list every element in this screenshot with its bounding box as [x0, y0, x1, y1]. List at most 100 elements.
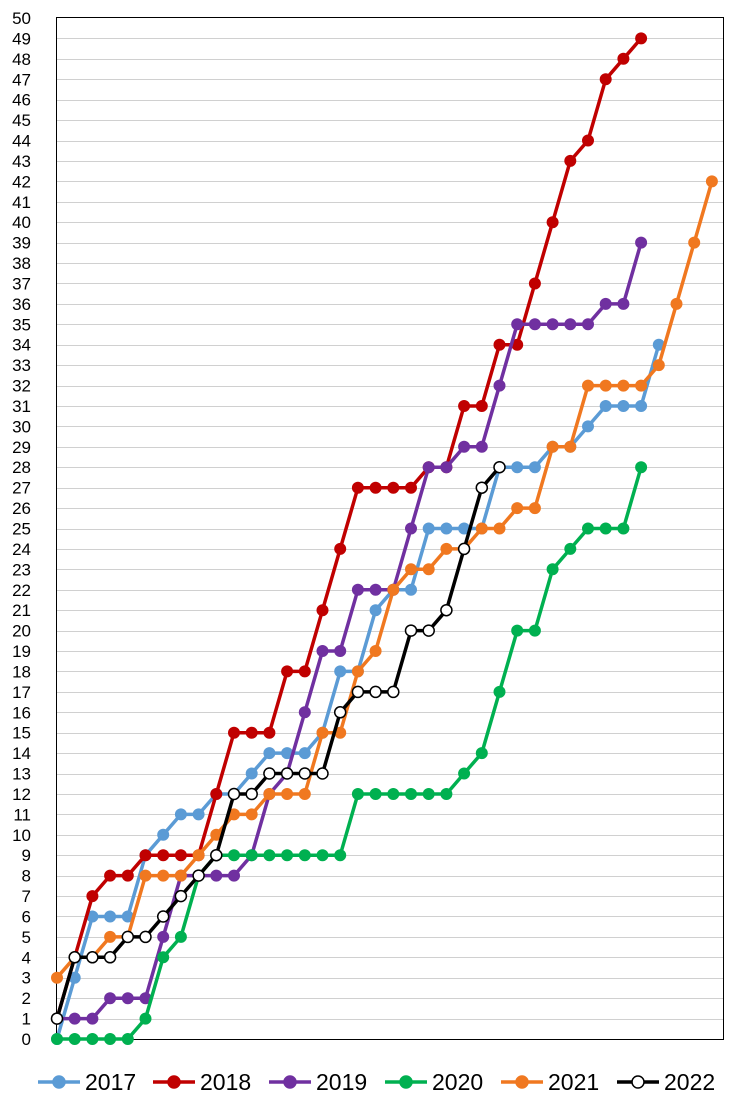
data-point — [351, 665, 364, 678]
data-point — [263, 726, 276, 739]
legend-item-2021: 2021 — [501, 1069, 599, 1095]
y-tick-label: 7 — [22, 887, 31, 906]
y-tick-label: 31 — [12, 397, 31, 416]
data-point — [316, 726, 329, 739]
data-point — [546, 216, 559, 229]
series-line-2018 — [55, 37, 643, 1020]
data-point — [104, 869, 117, 882]
legend-swatch-marker — [283, 1075, 297, 1089]
data-point — [104, 1033, 117, 1045]
legend-swatch-marker — [515, 1075, 529, 1089]
series-line-2019 — [57, 242, 643, 1021]
data-point — [280, 767, 294, 780]
data-point — [369, 645, 382, 657]
y-tick-label: 13 — [12, 765, 31, 784]
legend-item-2022: 2022 — [617, 1069, 715, 1095]
y-tick-label: 9 — [22, 846, 31, 865]
series-lines — [50, 32, 718, 1045]
data-point — [564, 542, 577, 555]
data-point — [139, 849, 152, 862]
data-point — [599, 400, 612, 412]
y-tick-label: 28 — [12, 458, 31, 477]
y-tick-label: 29 — [12, 438, 31, 457]
legend-label: 2017 — [85, 1069, 136, 1095]
data-point — [245, 849, 258, 862]
data-point — [157, 951, 170, 964]
legend-label: 2018 — [200, 1069, 251, 1095]
data-point — [86, 1012, 99, 1025]
y-tick-label: 49 — [12, 29, 31, 48]
data-point — [475, 440, 488, 453]
y-tick-label: 15 — [12, 724, 31, 743]
y-tick-label: 37 — [12, 274, 31, 293]
data-point — [121, 1033, 134, 1045]
data-point — [281, 788, 294, 800]
data-point — [334, 849, 347, 862]
data-point — [599, 522, 612, 535]
data-point — [104, 910, 117, 923]
data-point — [316, 645, 329, 657]
y-tick-label: 47 — [12, 70, 31, 89]
series-line-2020 — [57, 466, 643, 1041]
data-point — [511, 318, 524, 331]
y-tick-label: 12 — [12, 785, 31, 804]
data-point — [174, 889, 188, 903]
legend-item-2017: 2017 — [38, 1069, 136, 1095]
y-tick-label: 45 — [12, 111, 31, 130]
data-point — [617, 400, 630, 412]
data-point — [192, 869, 205, 882]
data-point — [422, 788, 435, 800]
data-point — [493, 460, 506, 474]
data-point — [458, 767, 471, 780]
y-tick-label: 1 — [22, 1010, 31, 1029]
data-point — [298, 788, 311, 800]
series-line-2021 — [55, 180, 714, 979]
y-tick-label: 43 — [12, 152, 31, 171]
y-tick-label: 8 — [22, 867, 31, 886]
data-point — [493, 522, 506, 535]
y-tick-label: 26 — [12, 499, 31, 518]
data-point — [139, 930, 152, 944]
data-point — [475, 400, 488, 412]
y-tick-label: 2 — [22, 989, 31, 1008]
y-tick-label: 30 — [12, 417, 31, 436]
legend: 2017 2018 2019 2020 2021 2022 — [38, 1069, 715, 1095]
legend-item-2020: 2020 — [385, 1069, 483, 1095]
data-point — [351, 685, 365, 699]
plot-area-frame — [56, 17, 724, 1040]
data-point — [617, 522, 630, 535]
y-tick-label: 3 — [22, 969, 31, 988]
data-point — [440, 542, 453, 555]
data-point — [86, 890, 99, 903]
data-point — [405, 563, 417, 576]
legend-item-2018: 2018 — [153, 1069, 251, 1095]
data-point — [298, 706, 311, 719]
data-point — [422, 461, 435, 474]
y-tick-label: 4 — [22, 948, 31, 967]
data-point — [475, 747, 488, 760]
data-point — [617, 379, 630, 392]
data-point — [582, 379, 594, 392]
data-point — [51, 971, 63, 984]
data-point — [387, 481, 400, 494]
data-point — [599, 297, 612, 310]
y-tick-label: 36 — [12, 295, 31, 314]
data-point — [528, 461, 541, 474]
data-point — [369, 788, 382, 800]
data-point — [493, 338, 506, 351]
data-point — [210, 848, 223, 862]
data-point — [387, 685, 400, 699]
y-axis-tick-labels: 0123456789101112131415161718192021222324… — [12, 9, 31, 1049]
legend-swatch-marker — [631, 1075, 645, 1089]
data-point — [387, 583, 400, 596]
y-tick-label: 32 — [12, 377, 31, 396]
data-point — [104, 992, 117, 1005]
y-tick-label: 42 — [12, 172, 31, 191]
data-point — [458, 440, 471, 453]
data-point — [493, 685, 506, 698]
data-point — [192, 808, 205, 821]
data-point — [652, 359, 665, 372]
y-tick-label: 23 — [12, 560, 31, 579]
data-point — [333, 706, 347, 719]
data-point — [263, 747, 276, 760]
